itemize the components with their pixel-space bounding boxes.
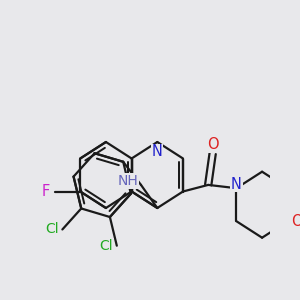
Text: O: O (291, 214, 300, 229)
Text: NH: NH (118, 174, 138, 188)
Text: O: O (207, 137, 218, 152)
Text: N: N (152, 145, 163, 160)
Text: Cl: Cl (45, 223, 59, 236)
Text: N: N (231, 177, 242, 192)
Text: F: F (41, 184, 50, 199)
Text: Cl: Cl (100, 239, 113, 253)
